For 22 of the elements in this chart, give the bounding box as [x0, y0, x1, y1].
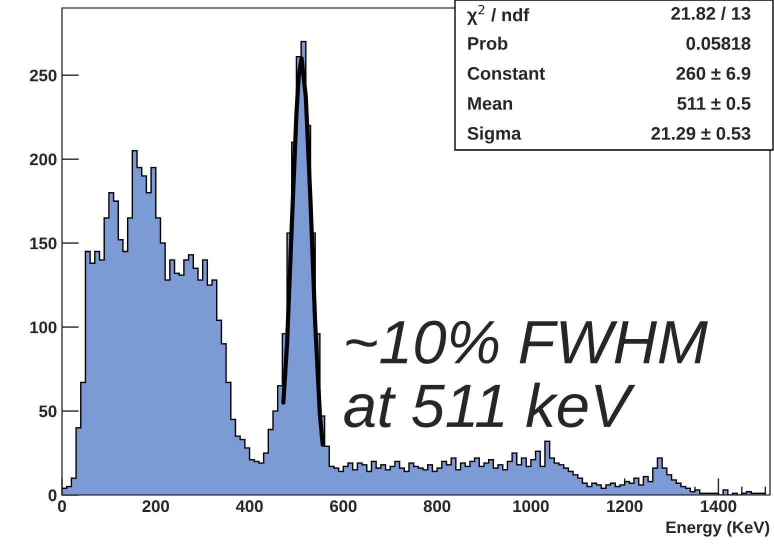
x-tick-label: 200 — [142, 500, 169, 512]
line-series — [281, 56, 325, 447]
text: Prob 0.05818 — [468, 36, 750, 50]
x-axis-title: Energy (KeV) — [666, 520, 770, 537]
x-tick-label: 600 — [330, 500, 357, 512]
x-tick-label: 1000 — [513, 500, 549, 512]
y-tick-label: 250 — [30, 70, 56, 82]
y-tick-label: 150 — [30, 238, 56, 250]
y-tick-label: 0 — [48, 489, 56, 502]
text: Sigma 21.29 ± 0.53 — [468, 126, 750, 144]
annotation: ~10% FWHM at 511 keV — [344, 320, 708, 428]
x-tick-label: 400 — [236, 500, 263, 512]
y-tick-label: 100 — [30, 321, 56, 334]
x-tick-label: 1200 — [607, 500, 643, 512]
text: Constant 260 ± 6.9 — [468, 67, 750, 80]
x-tick-label: 800 — [424, 500, 450, 512]
y-tick-label: 50 — [39, 405, 56, 418]
x-tick-label: 1400 — [700, 500, 736, 512]
y-tick-label: 200 — [30, 154, 56, 166]
text: Mean 511 ± 0.5 — [468, 97, 750, 110]
x-tick-label: 0 — [58, 500, 66, 512]
text: χ$^{2}$ / ndf 21.82 / 13 — [467, 4, 750, 25]
